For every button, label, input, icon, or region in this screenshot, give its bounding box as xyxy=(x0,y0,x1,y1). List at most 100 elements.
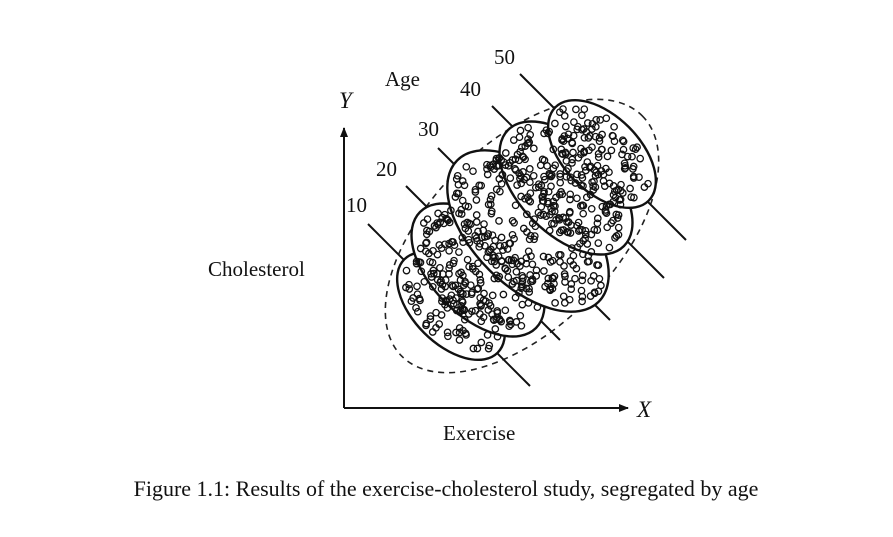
data-point xyxy=(423,226,431,235)
data-point xyxy=(612,210,621,219)
data-point xyxy=(596,116,605,124)
data-point xyxy=(506,239,515,248)
data-point xyxy=(590,226,599,234)
data-point xyxy=(460,315,469,324)
data-point xyxy=(540,129,548,138)
data-point xyxy=(591,132,600,141)
data-point xyxy=(505,255,513,264)
data-point xyxy=(506,174,515,182)
data-point xyxy=(444,216,452,225)
data-point xyxy=(547,219,556,228)
data-point xyxy=(468,262,477,271)
data-point xyxy=(428,282,437,291)
data-point xyxy=(621,164,630,172)
data-point xyxy=(576,202,585,210)
data-point xyxy=(578,271,587,280)
data-point xyxy=(445,270,453,278)
data-point xyxy=(428,258,437,267)
data-point xyxy=(594,153,603,162)
data-point xyxy=(505,316,514,325)
data-point xyxy=(426,312,435,320)
data-point xyxy=(566,195,574,204)
x-axis-letter: X xyxy=(636,397,652,422)
data-point xyxy=(619,137,628,146)
data-point xyxy=(508,230,517,239)
data-point xyxy=(468,307,476,316)
data-point xyxy=(614,223,623,232)
data-point xyxy=(476,279,485,287)
data-point xyxy=(581,166,590,175)
data-point xyxy=(486,302,495,310)
data-point xyxy=(448,281,456,290)
data-point xyxy=(516,311,525,320)
data-point xyxy=(476,310,484,318)
y-axis-letter: Y xyxy=(339,88,354,113)
data-point xyxy=(644,179,652,188)
data-point xyxy=(469,167,477,176)
data-point xyxy=(474,259,482,268)
data-point xyxy=(437,276,445,285)
data-point xyxy=(420,277,429,286)
data-point xyxy=(572,264,581,273)
data-point xyxy=(471,185,480,194)
data-point xyxy=(443,328,452,337)
data-point xyxy=(566,207,574,216)
data-point xyxy=(524,135,532,143)
data-point xyxy=(463,255,472,264)
data-point xyxy=(522,210,531,219)
data-point xyxy=(581,234,589,243)
data-point xyxy=(445,246,453,255)
data-point xyxy=(529,171,538,180)
data-point xyxy=(487,192,496,200)
data-point xyxy=(566,190,575,199)
data-point xyxy=(540,156,549,165)
data-point xyxy=(556,251,565,259)
age-label-10: 10 xyxy=(346,193,367,217)
data-point xyxy=(480,289,488,298)
data-point xyxy=(460,281,468,290)
data-point xyxy=(468,288,476,297)
data-point xyxy=(564,228,572,237)
data-point xyxy=(464,227,473,235)
data-point xyxy=(566,173,575,182)
data-point xyxy=(521,155,529,164)
data-point xyxy=(405,280,413,289)
data-point xyxy=(583,119,592,127)
data-point xyxy=(566,257,575,265)
data-point xyxy=(578,276,587,285)
data-point xyxy=(516,126,525,135)
data-point xyxy=(471,188,480,196)
data-point xyxy=(544,253,553,262)
data-point xyxy=(428,328,437,336)
data-point xyxy=(458,297,466,305)
data-point xyxy=(636,154,645,163)
data-point xyxy=(513,259,522,268)
data-point xyxy=(413,307,422,316)
data-point xyxy=(477,338,486,347)
data-point xyxy=(533,303,542,312)
data-point xyxy=(441,240,449,249)
data-point xyxy=(582,193,591,202)
data-point xyxy=(628,152,636,161)
data-point xyxy=(422,238,431,247)
data-point xyxy=(419,219,428,227)
data-point xyxy=(473,344,482,353)
data-point xyxy=(525,165,534,173)
data-point xyxy=(568,155,577,164)
data-point xyxy=(524,139,532,148)
data-point xyxy=(445,261,454,269)
data-point xyxy=(492,261,501,269)
data-point xyxy=(477,317,486,326)
data-point xyxy=(594,239,603,247)
data-point xyxy=(512,267,521,276)
data-point xyxy=(560,112,569,120)
data-point xyxy=(598,202,607,211)
data-point xyxy=(560,132,569,140)
data-point xyxy=(561,150,570,158)
data-point xyxy=(413,290,422,299)
data-point xyxy=(629,162,638,171)
data-point xyxy=(572,105,580,114)
data-point xyxy=(496,187,504,196)
data-point xyxy=(605,200,614,209)
